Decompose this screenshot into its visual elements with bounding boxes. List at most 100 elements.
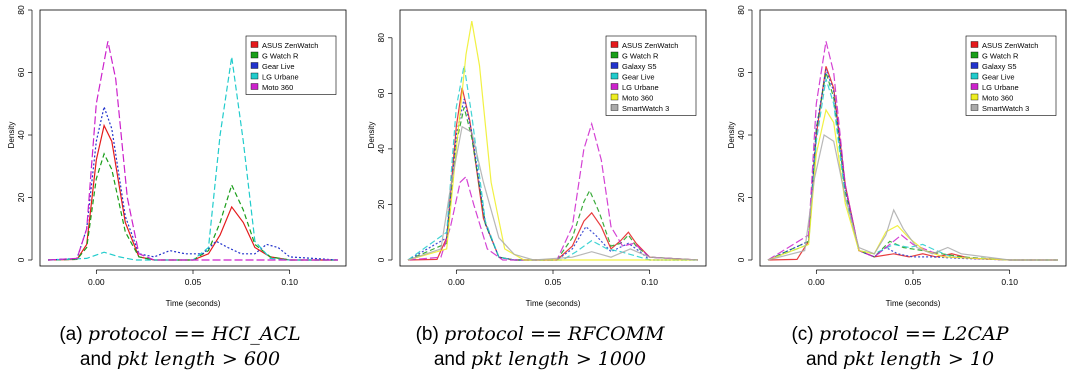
legend-label-g-watch-r: G Watch R: [262, 52, 299, 61]
legend-swatch-g-watch-r: [970, 51, 979, 59]
legend-label-gear-live: Gear Live: [622, 73, 655, 82]
caption-b-conj: and: [433, 349, 466, 370]
legend-box: [965, 35, 1057, 116]
legend-label-asus-zenwatch: ASUS ZenWatch: [622, 41, 678, 50]
legend-swatch-galaxy-s5: [610, 62, 619, 69]
y-tick-label: 40: [736, 130, 746, 140]
legend-box: [605, 35, 697, 116]
caption-b-math1: protocol == RFCOMM: [444, 323, 665, 345]
density-chart-c: 0.00 0.05 0.10 0 20 40 60 80 Time (seconds) Densi…: [727, 5, 1067, 308]
caption-a-math1: protocol == HCI_ACL: [87, 323, 301, 345]
caption-a-math2: pkt length > 600: [116, 348, 281, 370]
legend-label-smartwatch-3: SmartWatch 3: [982, 104, 1029, 113]
y-tick-label: 80: [376, 33, 386, 43]
legend-label-lg-urbane: LG Urbane: [262, 73, 299, 82]
legend-label-gear-live: Gear Live: [262, 62, 295, 71]
legend-label-moto-360: Moto 360: [262, 83, 293, 92]
legend-swatch-gear-live: [250, 62, 259, 69]
y-tick-label: 60: [736, 68, 746, 78]
caption-c-math2: pkt length > 10: [842, 348, 995, 370]
legend-swatch-asus-zenwatch: [250, 41, 259, 48]
legend-label-g-watch-r: G Watch R: [982, 52, 1019, 61]
series-line-galaxy-s5: [767, 69, 1058, 261]
legend-label-gear-live: Gear Live: [982, 73, 1015, 82]
x-tick-label: 0.05: [545, 277, 562, 287]
caption-a-conj: and: [79, 349, 112, 370]
legend-label-galaxy-s5: Galaxy S5: [982, 62, 1017, 71]
legend-label-galaxy-s5: Galaxy S5: [622, 62, 657, 71]
legend-box: [245, 35, 337, 95]
y-tick-label: 80: [16, 5, 26, 15]
legend-swatch-moto-360: [250, 83, 259, 90]
legend-label-moto-360: Moto 360: [982, 94, 1013, 103]
caption-c-label: (c): [791, 324, 814, 345]
caption-c-math1: protocol == L2CAP: [818, 323, 1009, 345]
series-line-moto-360: [47, 41, 338, 261]
x-tick-label: 0.05: [185, 277, 202, 287]
panel-b: 0.00 0.05 0.10 0 20 40 60 80 Time (seconds) Densi…: [360, 0, 720, 391]
x-tick-label: 0.00: [88, 277, 105, 287]
caption-b: (b) protocol == RFCOMM and pkt length > …: [360, 322, 720, 372]
series-line-smartwatch-3: [767, 134, 1058, 261]
legend-swatch-asus-zenwatch: [610, 41, 619, 48]
density-chart-b: 0.00 0.05 0.10 0 20 40 60 80 Time (seconds) Densi…: [367, 9, 707, 308]
legend-label-moto-360: Moto 360: [622, 94, 653, 103]
caption-a-label: (a): [59, 324, 83, 345]
series-line-lg-urbane: [767, 41, 1058, 261]
legend-swatch-lg-urbane: [250, 72, 259, 80]
y-tick-label: 40: [376, 144, 386, 154]
series-line-asus-zenwatch: [47, 123, 338, 261]
series-line-lg-urbane: [407, 121, 699, 261]
y-tick-label: 80: [736, 5, 746, 15]
legend-swatch-lg-urbane: [610, 83, 619, 90]
x-tick-label: 0.00: [448, 277, 465, 287]
legend-swatch-smartwatch-3: [610, 104, 619, 111]
legend-swatch-g-watch-r: [610, 51, 619, 59]
x-tick-label: 0.10: [1001, 277, 1018, 287]
y-tick-label: 20: [376, 199, 386, 209]
x-tick-label: 0.10: [281, 277, 298, 287]
series-line-moto-360: [767, 108, 1058, 261]
plot-frame: [759, 9, 1067, 267]
panel-a: 0.00 0.05 0.10 0 20 40 60 80 Time (seconds) Densi…: [0, 0, 360, 391]
y-axis-label: Density: [7, 122, 16, 149]
y-tick-label: 0: [736, 257, 746, 262]
caption-a: (a) protocol == HCI_ACL and pkt length >…: [0, 322, 360, 372]
series-line-asus-zenwatch: [407, 87, 699, 261]
legend-label-g-watch-r: G Watch R: [622, 52, 659, 61]
legend-label-smartwatch-3: SmartWatch 3: [622, 104, 669, 113]
legend-swatch-gear-live: [610, 72, 619, 80]
series-line-gear-live: [47, 104, 339, 261]
x-axis-label: Time (seconds): [526, 299, 581, 308]
x-axis-label: Time (seconds): [886, 299, 941, 308]
series-line-lg-urbane: [47, 56, 338, 261]
y-tick-label: 0: [376, 257, 386, 262]
y-axis-label: Density: [367, 122, 376, 149]
caption-c-conj: and: [805, 349, 838, 370]
caption-c: (c) protocol == L2CAP and pkt length > 1…: [720, 322, 1080, 372]
y-axis-label: Density: [727, 122, 736, 149]
y-tick-label: 20: [16, 193, 26, 203]
y-tick-label: 40: [16, 130, 26, 140]
legend-swatch-lg-urbane: [970, 83, 979, 90]
y-tick-label: 20: [736, 193, 746, 203]
series-line-smartwatch-3: [407, 125, 699, 261]
legend-label-asus-zenwatch: ASUS ZenWatch: [262, 41, 318, 50]
legend-swatch-g-watch-r: [250, 51, 259, 59]
legend-label-asus-zenwatch: ASUS ZenWatch: [982, 41, 1038, 50]
legend-swatch-smartwatch-3: [970, 104, 979, 111]
caption-b-label: (b): [415, 324, 439, 345]
legend-label-lg-urbane: LG Urbane: [622, 83, 659, 92]
y-tick-label: 60: [16, 68, 26, 78]
panel-c: 0.00 0.05 0.10 0 20 40 60 80 Time (seconds) Densi…: [720, 0, 1080, 391]
plot-frame: [39, 9, 347, 267]
legend-swatch-moto-360: [610, 93, 619, 101]
caption-b-math2: pkt length > 1000: [470, 348, 647, 370]
legend-swatch-gear-live: [970, 72, 979, 80]
legend-swatch-moto-360: [970, 93, 979, 101]
legend-label-lg-urbane: LG Urbane: [982, 83, 1019, 92]
legend-swatch-asus-zenwatch: [970, 41, 979, 48]
legend-swatch-galaxy-s5: [970, 62, 979, 69]
density-chart-a: 0.00 0.05 0.10 0 20 40 60 80 Time (seconds) Densi…: [7, 5, 347, 308]
plot-frame: [399, 9, 707, 267]
